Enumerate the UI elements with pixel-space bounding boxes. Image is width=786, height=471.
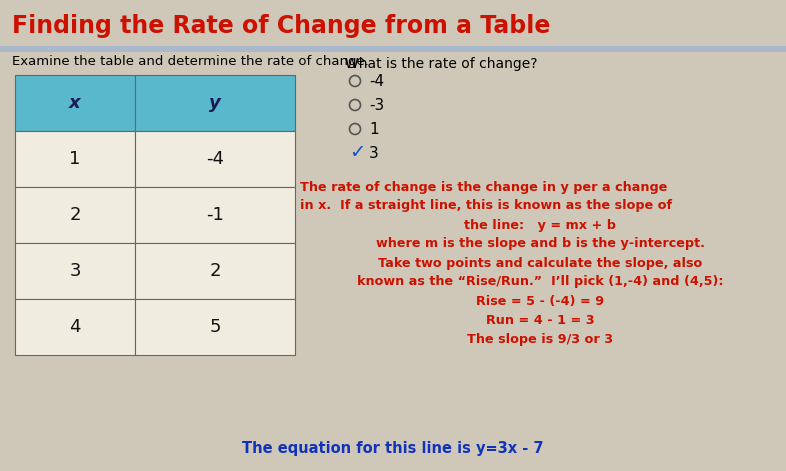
Bar bbox=[15, 243, 135, 299]
Text: the line:   y = mx + b: the line: y = mx + b bbox=[465, 219, 616, 232]
Bar bbox=[0, 46, 786, 52]
Text: 4: 4 bbox=[69, 318, 81, 336]
Text: 3: 3 bbox=[369, 146, 379, 161]
Bar bbox=[135, 243, 295, 299]
Bar bbox=[15, 131, 135, 187]
Text: 1: 1 bbox=[69, 150, 81, 168]
Text: -4: -4 bbox=[206, 150, 224, 168]
Text: y: y bbox=[209, 94, 221, 112]
Text: -4: -4 bbox=[369, 73, 384, 89]
Bar bbox=[135, 75, 295, 131]
Bar bbox=[15, 299, 135, 355]
Text: The slope is 9/3 or 3: The slope is 9/3 or 3 bbox=[468, 333, 614, 346]
Text: The rate of change is the change in y per a change: The rate of change is the change in y pe… bbox=[300, 180, 667, 194]
Bar bbox=[135, 299, 295, 355]
Text: in x.  If a straight line, this is known as the slope of: in x. If a straight line, this is known … bbox=[300, 200, 672, 212]
Bar bbox=[135, 187, 295, 243]
Text: 3: 3 bbox=[69, 262, 81, 280]
Text: -3: -3 bbox=[369, 97, 384, 113]
Text: where m is the slope and b is the y-intercept.: where m is the slope and b is the y-inte… bbox=[376, 237, 705, 251]
Bar bbox=[15, 187, 135, 243]
Text: known as the “Rise/Run.”  I’ll pick (1,-4) and (4,5):: known as the “Rise/Run.” I’ll pick (1,-4… bbox=[358, 276, 724, 289]
Text: Take two points and calculate the slope, also: Take two points and calculate the slope,… bbox=[378, 257, 703, 269]
Text: 1: 1 bbox=[369, 122, 379, 137]
Text: Finding the Rate of Change from a Table: Finding the Rate of Change from a Table bbox=[12, 14, 550, 38]
Text: ✓: ✓ bbox=[349, 144, 365, 162]
Text: x: x bbox=[69, 94, 81, 112]
Text: -1: -1 bbox=[206, 206, 224, 224]
Text: What is the rate of change?: What is the rate of change? bbox=[345, 57, 538, 71]
Bar bbox=[135, 131, 295, 187]
Text: Rise = 5 - (-4) = 9: Rise = 5 - (-4) = 9 bbox=[476, 294, 604, 308]
Bar bbox=[15, 75, 135, 131]
Text: 2: 2 bbox=[69, 206, 81, 224]
Text: 2: 2 bbox=[209, 262, 221, 280]
Text: Examine the table and determine the rate of change.: Examine the table and determine the rate… bbox=[12, 56, 369, 68]
Text: The equation for this line is y=3x - 7: The equation for this line is y=3x - 7 bbox=[242, 441, 544, 456]
Text: 5: 5 bbox=[209, 318, 221, 336]
Text: Run = 4 - 1 = 3: Run = 4 - 1 = 3 bbox=[487, 314, 595, 326]
